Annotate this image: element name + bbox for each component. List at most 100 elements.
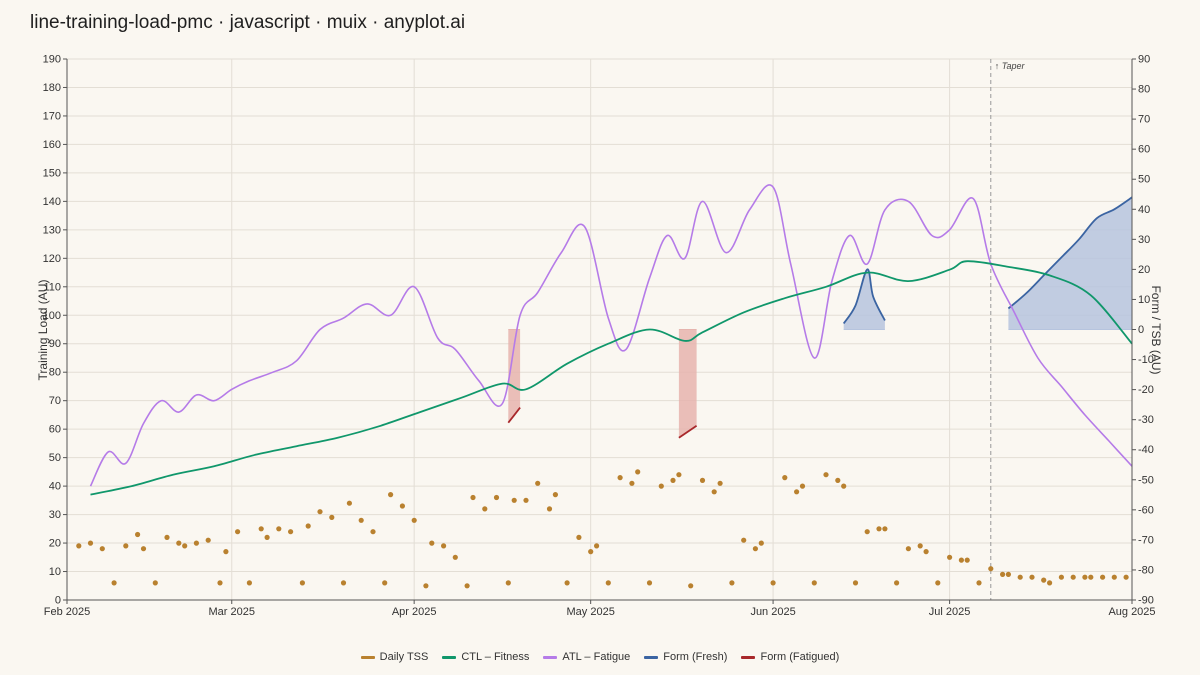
form-fatigued-fill [508,329,521,423]
y2-tick-label: -90 [1138,595,1154,607]
y-tick-label: 10 [49,566,61,578]
y-tick-label: 90 [49,338,61,350]
tss-point [688,583,694,589]
tss-point [441,543,447,549]
tss-point [676,472,682,478]
tss-point [758,540,764,546]
y-tick-label: 140 [43,196,61,208]
tss-point [594,543,600,549]
tss-point [111,580,117,586]
tss-point [205,537,211,543]
tss-point [964,557,970,563]
tss-point [894,580,900,586]
form-fresh-fill [843,269,885,330]
y2-tick-label: -40 [1138,444,1154,456]
pmc-chart: 0102030405060708090100110120130140150160… [36,54,1163,619]
legend: Daily TSS CTL – Fitness ATL – Fatigue Fo… [0,651,1200,663]
form-fresh-fill [1008,197,1132,330]
tss-point [770,580,776,586]
y-tick-label: 110 [43,281,61,293]
y2-tick-label: 30 [1138,234,1150,246]
tss-point [388,492,394,498]
tss-point [235,529,241,535]
tss-point [1082,574,1088,580]
tss-point [246,580,252,586]
y-tick-label: 80 [49,367,61,379]
tss-point [288,529,294,535]
tss-point [1058,574,1064,580]
x-tick-label: May 2025 [567,606,615,618]
tss-point [658,483,664,489]
tss-point [399,503,405,509]
y2-tick-label: -30 [1138,414,1154,426]
line-layer [89,184,1133,496]
tss-point [905,546,912,552]
tss-point [317,509,323,515]
legend-item-atl[interactable]: ATL – Fatigue [543,651,630,663]
form-fresh-line [842,268,886,325]
y2-tick-label: -50 [1138,474,1154,486]
y-tick-label: 30 [49,509,61,521]
tss-point [794,489,800,495]
x-tick-label: Jul 2025 [929,606,971,618]
y-tick-label: 120 [43,253,61,265]
legend-label: Form (Fresh) [663,651,728,663]
tss-point [799,483,806,489]
tss-point [1005,571,1012,578]
y-tick-label: 150 [43,167,61,179]
tss-point [464,583,470,589]
y-tick-label: 50 [49,452,61,464]
legend-item-daily-tss[interactable]: Daily TSS [360,651,428,663]
tss-point [629,480,635,486]
form-fresh-line [1007,196,1133,310]
y-tick-label: 180 [43,82,61,94]
legend-item-ctl[interactable]: CTL – Fitness [442,651,529,663]
y-tick-label: 70 [49,395,61,407]
tss-point [217,580,223,586]
legend-swatch-ctl [442,655,457,659]
y2-tick-label: 50 [1138,174,1150,186]
tss-point [711,489,717,495]
y-tick-label: 40 [49,481,61,493]
y2-axis-label: Form / TSB (AU) [1149,285,1163,374]
tss-point [741,537,747,543]
y2-tick-label: 70 [1138,114,1150,126]
legend-item-form-fatigued[interactable]: Form (Fatigued) [741,651,839,663]
x-tick-label: Feb 2025 [44,606,90,618]
tss-point [841,483,847,489]
tss-point [123,543,129,549]
legend-swatch-tss [360,655,375,659]
tss-point [782,475,788,481]
tss-point [823,472,829,478]
legend-label: Form (Fatigued) [760,651,840,663]
tss-point [852,580,859,586]
x-tick-label: Mar 2025 [209,606,255,618]
tss-point [1041,577,1047,583]
tss-point [511,497,517,503]
tss-point [223,549,229,555]
y2-tick-label: 40 [1138,204,1150,216]
tss-point [1111,574,1117,580]
tss-point [617,475,623,481]
tss-point [329,514,335,521]
y2-tick-label: 20 [1138,264,1150,276]
y-tick-label: 0 [55,595,61,607]
x-tick-label: Aug 2025 [1108,606,1155,618]
tss-point [1100,574,1106,580]
tss-point [552,492,559,498]
tss-point [276,526,282,532]
tss-point [976,580,982,586]
y-tick-label: 60 [49,424,61,436]
y2-tick-label: -20 [1138,384,1154,396]
tss-point [752,546,759,552]
x-tick-label: Jun 2025 [750,606,795,618]
tss-point [1070,574,1076,580]
y-tick-label: 160 [43,139,61,151]
tss-point [564,580,570,586]
tss-point [947,554,953,560]
taper-annotation: ↑ Taper [995,61,1026,71]
tss-point [835,477,841,483]
tss-point [452,554,458,560]
legend-item-form-fresh[interactable]: Form (Fresh) [644,651,727,663]
y2-tick-label: 90 [1138,54,1150,66]
